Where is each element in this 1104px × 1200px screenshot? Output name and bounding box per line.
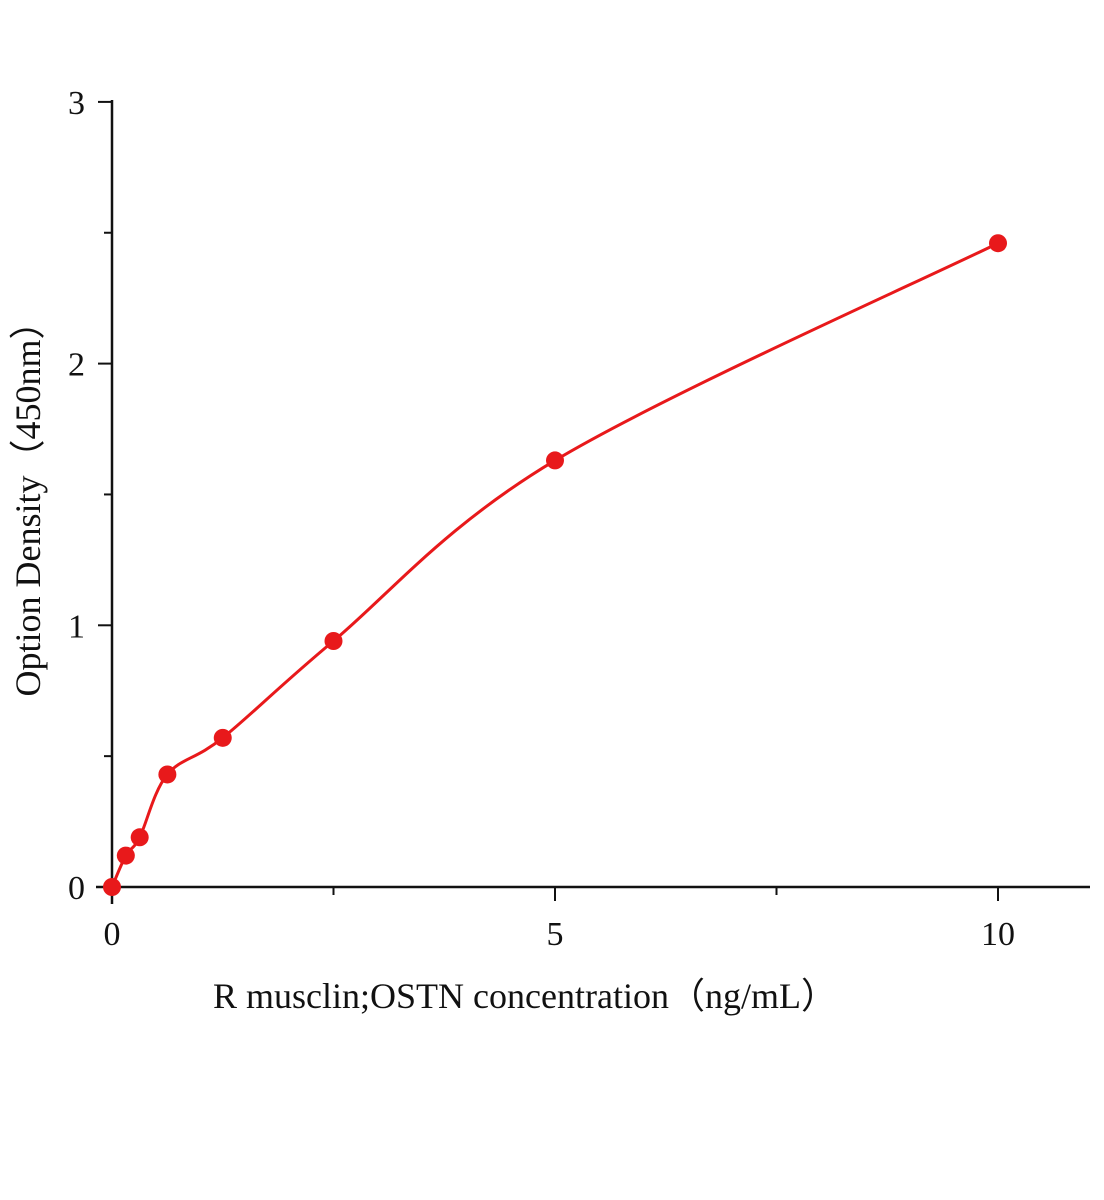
data-point bbox=[103, 878, 121, 896]
data-point bbox=[324, 632, 343, 651]
x-tick-label: 0 bbox=[104, 916, 121, 953]
data-point bbox=[546, 451, 564, 470]
tick-labels: 0 5 10 0 1 2 3 bbox=[68, 85, 1015, 953]
data-point bbox=[158, 765, 177, 784]
axes bbox=[96, 100, 1090, 904]
y-tick-label: 2 bbox=[68, 347, 85, 384]
y-tick-label: 1 bbox=[68, 608, 85, 645]
x-tick-label: 10 bbox=[981, 916, 1015, 953]
y-tick-label: 3 bbox=[68, 85, 85, 122]
data-points bbox=[103, 234, 1007, 896]
x-tick-label: 5 bbox=[547, 916, 564, 953]
fit-curve bbox=[110, 241, 999, 888]
y-tick-label: 0 bbox=[68, 870, 85, 907]
y-axis-title: Option Density（450nm） bbox=[8, 304, 48, 697]
data-point bbox=[213, 728, 232, 747]
x-axis-title: R musclin;OSTN concentration（ng/mL） bbox=[213, 976, 837, 1016]
data-point bbox=[116, 846, 135, 865]
ticks bbox=[98, 100, 999, 901]
data-point bbox=[989, 234, 1007, 253]
data-point bbox=[130, 828, 149, 847]
